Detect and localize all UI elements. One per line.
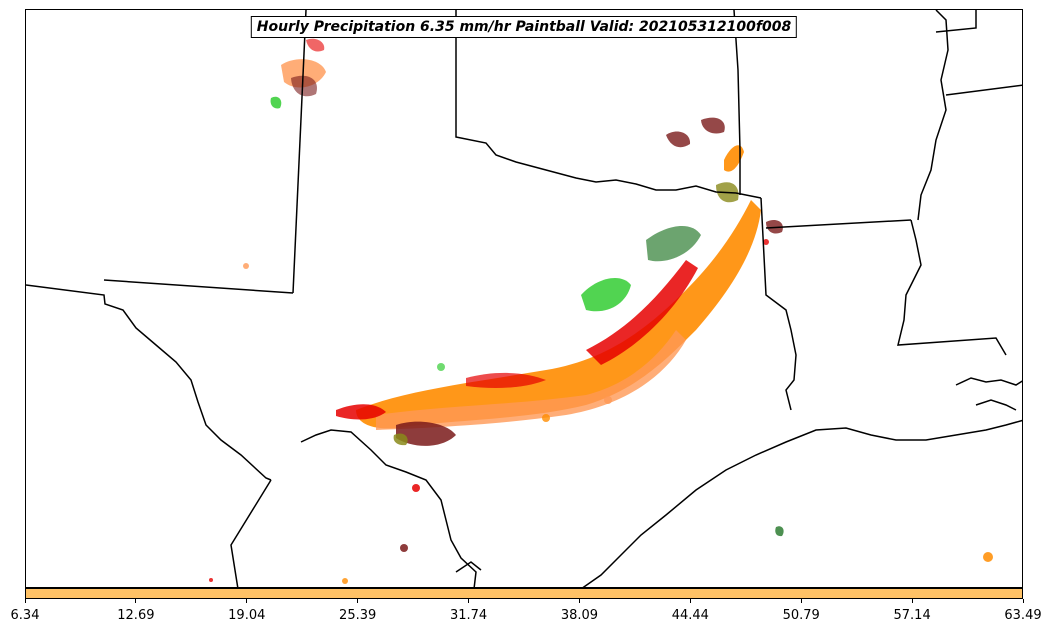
precip-cell <box>400 544 408 552</box>
colorbar-tick-label: 63.49 <box>1004 608 1042 623</box>
colorbar-tick-mark <box>468 599 470 603</box>
colorbar-tick-mark <box>800 599 802 603</box>
precip-cell <box>542 414 550 422</box>
precip-cell <box>437 363 445 371</box>
precip-cell <box>209 578 213 582</box>
colorbar-tick-label: 12.69 <box>117 608 155 623</box>
map-frame: Hourly Precipitation 6.35 mm/hr Paintbal… <box>25 9 1023 588</box>
precip-red-core <box>336 404 386 420</box>
boundary-line <box>760 197 797 411</box>
precip-cell <box>983 552 993 562</box>
colorbar-tick-label: 31.74 <box>449 608 488 623</box>
boundary-line <box>455 10 762 199</box>
boundary-line <box>103 279 294 294</box>
boundary-line <box>455 561 482 573</box>
colorbar-tick-label: 57.14 <box>893 608 931 623</box>
colorbar-tick-mark <box>135 599 137 603</box>
precipitation-map <box>26 10 1022 587</box>
colorbar-tick-label: 38.09 <box>560 608 599 623</box>
coastline <box>582 419 1022 587</box>
precip-dark-red <box>396 421 456 446</box>
colorbar-tick-mark <box>246 599 248 603</box>
precip-dark-red <box>701 117 725 134</box>
precip-ne-streak <box>724 145 744 172</box>
colorbar-tick-mark <box>357 599 359 603</box>
coastline <box>975 399 1017 411</box>
boundary-line <box>945 84 1022 96</box>
precip-cell <box>342 578 348 584</box>
boundary-line <box>230 479 272 587</box>
colorbar-tick-mark <box>911 599 913 603</box>
precip-dark-green <box>646 225 701 262</box>
precip-band-orange <box>356 200 761 429</box>
boundary-line <box>897 219 1007 356</box>
precip-green <box>581 277 631 312</box>
boundary-line <box>765 219 912 229</box>
colorbar-tick-mark <box>1022 599 1024 603</box>
precip-cell <box>243 263 249 269</box>
precip-nw-cluster <box>306 38 325 52</box>
boundary-line <box>292 10 307 294</box>
colorbar-tick-label: 50.79 <box>782 608 820 623</box>
colorbar-tick-label: 44.44 <box>671 608 709 623</box>
precip-green <box>270 96 282 109</box>
coastline <box>955 377 1022 386</box>
map-title: Hourly Precipitation 6.35 mm/hr Paintbal… <box>250 16 798 38</box>
precip-dark-red <box>666 131 691 148</box>
precip-red-core <box>586 260 698 365</box>
colorbar-tick-label: 6.34 <box>10 608 40 623</box>
precip-olive <box>393 433 408 446</box>
colorbar-tick-mark <box>578 599 580 603</box>
colorbar-tick-mark <box>24 599 26 603</box>
boundary-line <box>733 10 741 195</box>
precip-cell <box>604 396 612 404</box>
boundary-line <box>26 284 272 481</box>
precip-cell <box>412 484 420 492</box>
state-boundaries <box>26 10 1022 587</box>
colorbar <box>25 588 1023 599</box>
precip-blobs <box>209 38 993 584</box>
precip-dark-green <box>775 526 784 537</box>
precip-band-light-orange <box>376 330 686 430</box>
colorbar-tick-label: 19.04 <box>228 608 266 623</box>
precip-nw-cluster <box>291 75 317 97</box>
precip-red-core <box>466 372 546 388</box>
boundary-line <box>917 10 949 221</box>
precip-cell <box>763 239 769 245</box>
boundary-line <box>300 429 477 587</box>
boundary-line <box>935 10 977 33</box>
colorbar-tick-mark <box>689 599 691 603</box>
colorbar-tick-label: 25.39 <box>339 608 377 623</box>
